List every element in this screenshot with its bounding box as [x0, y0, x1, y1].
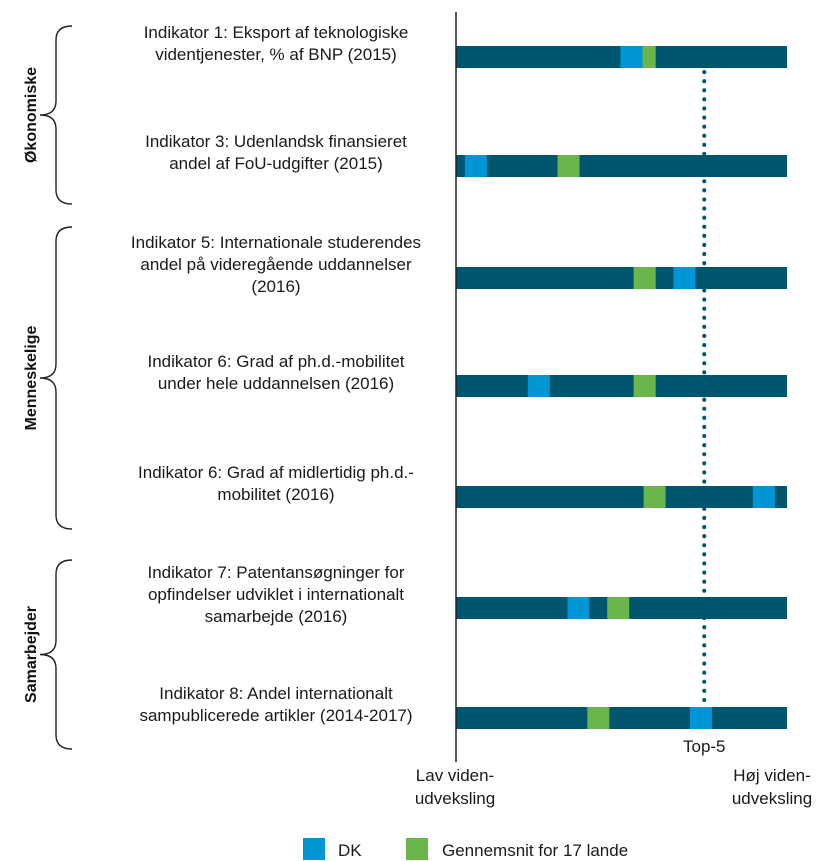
dk-marker — [527, 375, 550, 397]
avg-marker — [587, 707, 610, 729]
indicator-bar — [456, 707, 787, 729]
indicator-bar — [456, 267, 787, 289]
legend-label-dk: DK — [338, 841, 362, 860]
indicator-bar — [456, 155, 787, 177]
group-brace — [39, 226, 73, 530]
axis-low-label: udveksling — [415, 789, 495, 808]
indicator-label: videntjenester, % af BNP (2015) — [155, 45, 397, 64]
indicator-label: (2016) — [251, 277, 300, 296]
indicator-label: Indikator 6: Grad af midlertidig ph.d.- — [138, 463, 414, 482]
top5-label: Top-5 — [683, 737, 726, 756]
group-label: Menneskelige — [23, 325, 40, 430]
avg-marker — [557, 155, 580, 177]
dk-marker — [464, 155, 487, 177]
dk-marker — [567, 597, 590, 619]
indicator-label: andel af FoU-udgifter (2015) — [169, 154, 383, 173]
indicator-label: mobilitet (2016) — [217, 485, 334, 504]
indicator-row-7 — [456, 707, 787, 729]
indicator-label: Indikator 1: Eksport af teknologiske — [144, 23, 409, 42]
axis-high-label: Høj viden- — [733, 766, 810, 785]
axis-low-label: Lav viden- — [416, 766, 494, 785]
avg-marker — [633, 267, 656, 289]
indicator-label: Indikator 5: Internationale studerendes — [131, 233, 421, 252]
indicator-row-5 — [456, 486, 787, 508]
legend-swatch-avg — [406, 838, 428, 860]
indicator-row-2 — [456, 155, 787, 177]
indicator-bar — [456, 375, 787, 397]
dk-marker — [689, 707, 712, 729]
indicator-label: Indikator 3: Udenlandsk finansieret — [145, 132, 407, 151]
indicator-label: Indikator 6: Grad af ph.d.-mobilitet — [147, 352, 404, 371]
indicator-label: Indikator 7: Patentansøgninger for — [147, 563, 404, 582]
indicator-label: samarbejde (2016) — [205, 607, 348, 626]
group-brace — [39, 25, 73, 205]
group-label: Samarbejder — [23, 606, 40, 703]
legend-label-avg: Gennemsnit for 17 lande — [442, 841, 628, 860]
legend: DK Gennemsnit for 17 lande — [303, 838, 628, 860]
dk-marker — [673, 267, 696, 289]
indicator-row-3 — [456, 267, 787, 289]
indicator-label: andel på videregående uddannelser — [140, 255, 412, 274]
indicator-label: opfindelser udviklet i internationalt — [148, 585, 404, 604]
group-brace — [39, 559, 73, 750]
avg-marker — [643, 486, 666, 508]
indicator-label: Indikator 8: Andel internationalt — [159, 684, 393, 703]
group-label: Økonomiske — [23, 67, 40, 163]
legend-swatch-dk — [303, 838, 325, 860]
dk-marker — [620, 46, 643, 68]
indicator-row-4 — [456, 375, 787, 397]
indicator-label: sampublicerede artikler (2014-2017) — [139, 706, 412, 725]
avg-marker — [633, 375, 656, 397]
axis-high-label: udveksling — [732, 789, 812, 808]
indicator-label: under hele uddannelsen (2016) — [158, 374, 394, 393]
avg-marker — [607, 597, 630, 619]
dk-marker — [752, 486, 775, 508]
indicator-bar — [456, 486, 787, 508]
